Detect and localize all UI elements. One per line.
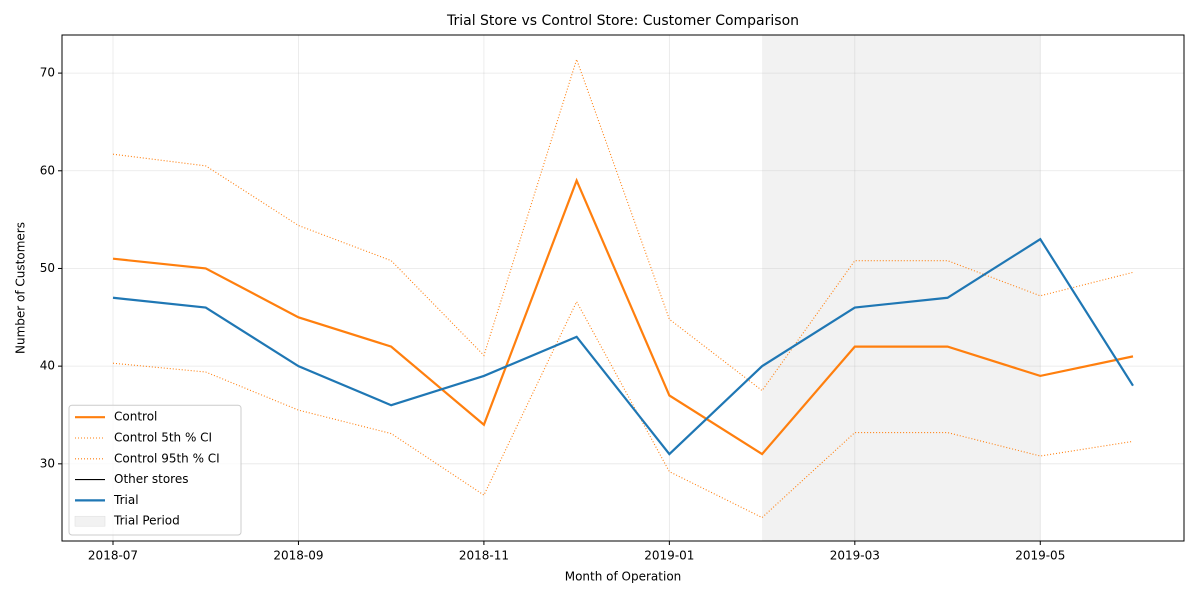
chart-title: Trial Store vs Control Store: Customer C…	[446, 13, 799, 29]
x-tick-label: 2019-01	[644, 549, 694, 563]
legend-label: Trial	[113, 493, 139, 507]
line-series	[112, 300, 1134, 519]
y-tick-label: 60	[40, 163, 55, 177]
x-tick-label: 2019-03	[830, 549, 880, 563]
axes-frame	[61, 34, 1185, 542]
legend-label: Other stores	[114, 472, 189, 486]
legend-label: Trial Period	[113, 514, 180, 528]
y-tick-label: 70	[40, 66, 55, 80]
y-tick-label: 30	[40, 456, 55, 470]
line-series	[112, 57, 1134, 392]
shaded-region	[762, 35, 1041, 541]
y-axis-label: Number of Customers	[14, 222, 28, 354]
legend: Control Control 5th % CI Control 95th % CI…	[68, 404, 242, 536]
legend-swatch	[74, 515, 106, 527]
x-axis-label: Month of Operation	[565, 570, 682, 584]
legend-label: Control 95th % CI	[114, 451, 220, 465]
x-tick-label: 2018-07	[88, 549, 138, 563]
y-tick-label: 40	[40, 359, 55, 373]
legend-label: Control	[114, 410, 157, 424]
legend-label: Control 5th % CI	[114, 431, 212, 445]
y-tick-label: 50	[40, 261, 55, 275]
legend-box	[68, 404, 242, 536]
x-tick-label: 2018-11	[459, 549, 509, 563]
line-series	[112, 237, 1134, 456]
x-tick-label: 2018-09	[273, 549, 323, 563]
x-tick-label: 2019-05	[1015, 549, 1065, 563]
line-series	[112, 177, 1134, 456]
